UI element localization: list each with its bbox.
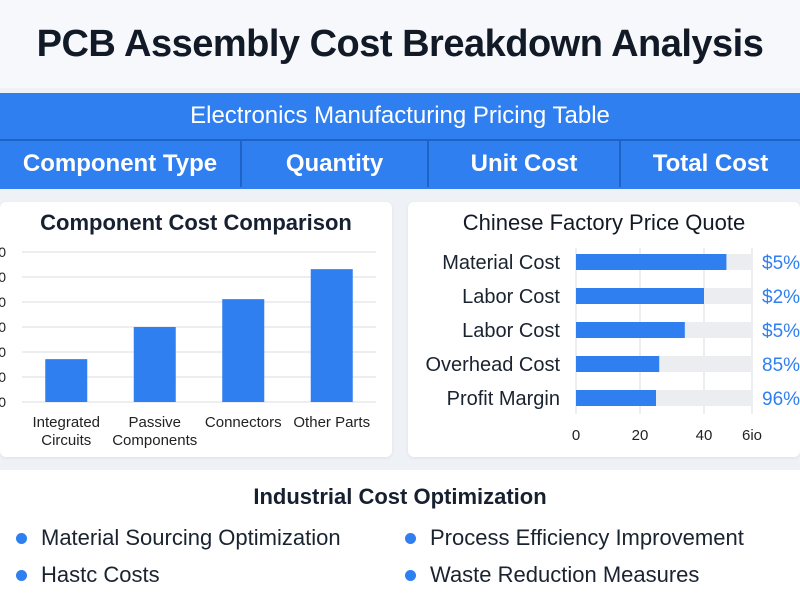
y-tick-label: 0 [0,319,6,335]
column-header-unit-cost[interactable]: Unit Cost [429,141,621,187]
category-label: Overhead Cost [425,354,560,376]
price-quote-panel: Chinese Factory Price Quote 0 20 40 6io Mate… [408,202,800,457]
x-tick-label: Connectors [205,414,282,431]
optimization-item: Waste Reduction Measures [405,562,699,588]
bar [576,390,656,406]
bar [576,322,685,338]
bullet-icon [16,532,27,544]
optimization-title: Industrial Cost Optimization [253,484,547,509]
x-tick-label: 20 [632,427,649,444]
data-label: 96% [762,389,800,410]
column-header-component-type[interactable]: Component Type [0,141,242,187]
optimization-item-label: Material Sourcing Optimization [41,525,341,550]
y-tick-label: 0 [0,244,6,260]
y-tick-label: 0 [0,369,6,385]
bullet-icon [16,569,27,581]
pricing-table-header: Electronics Manufacturing Pricing Table … [0,93,800,189]
x-tick-label: 6io [742,427,762,444]
category-label: Labor Cost [462,320,560,342]
optimization-item-label: Waste Reduction Measures [430,562,700,587]
optimization-item: Material Sourcing Optimization [16,525,341,551]
component-cost-panel: Component Cost Comparison 0 0 0 0 0 0 0 Integra… [0,202,392,457]
title-bar: PCB Assembly Cost Breakdown Analysis [0,0,800,88]
x-tick-label: Circuits [41,432,91,449]
bar [45,359,88,402]
data-label: $5% [762,253,800,274]
optimization-section: Industrial Cost Optimization Material So… [0,470,800,600]
x-tick-label: 0 [572,427,580,444]
bar [576,288,704,304]
y-tick-label: 0 [0,344,6,360]
data-label: 85% [762,355,800,376]
optimization-item: Process Efficiency Improvement [405,525,744,551]
bar-chart-title: Component Cost Comparison [40,210,352,235]
bar [310,269,353,402]
data-label: $5% [762,321,800,342]
bar [133,327,176,402]
optimization-item-label: Process Efficiency Improvement [430,525,744,550]
category-label: Profit Margin [447,388,560,410]
hbar-chart-title: Chinese Factory Price Quote [462,210,746,235]
data-label: $2% [762,287,800,308]
column-header-quantity[interactable]: Quantity [242,141,429,187]
column-header-total-cost[interactable]: Total Cost [652,150,769,177]
optimization-item: Hastc Costs [16,562,160,588]
bar [576,254,727,270]
table-header-row: Component Type Quantity Unit Cost Total … [0,139,800,187]
optimization-item-label: Hastc Costs [41,562,160,587]
y-tick-label: 0 [0,269,6,285]
x-tick-label: Other Parts [293,414,370,431]
bullet-icon [405,532,416,544]
bullet-icon [405,569,416,581]
x-tick-label: Components [112,432,197,449]
x-tick-label: 40 [696,427,713,444]
category-label: Material Cost [442,252,560,274]
price-quote-chart: 0 20 40 6io Material Cost $5% Labor Cost $2% Lab… [425,248,800,444]
page-title: PCB Assembly Cost Breakdown Analysis [36,22,764,65]
x-tick-label: Passive [128,414,181,431]
bar [576,356,660,372]
bar [222,299,265,402]
category-label: Labor Cost [462,286,560,308]
y-tick-label: 0 [0,394,6,410]
table-caption: Electronics Manufacturing Pricing Table [190,102,610,129]
x-tick-label: Integrated [32,414,100,431]
y-tick-label: 0 [0,294,6,310]
